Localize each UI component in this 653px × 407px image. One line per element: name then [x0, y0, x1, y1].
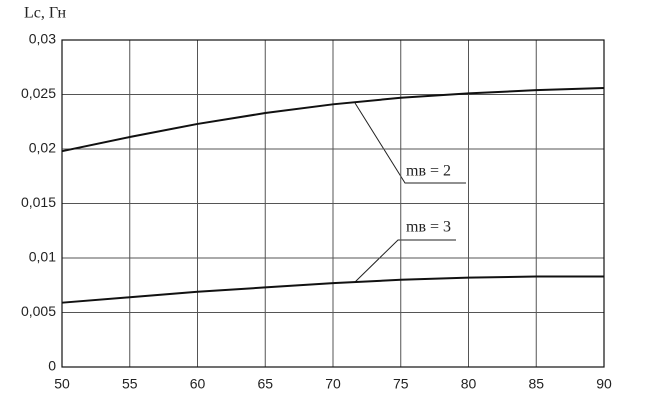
- x-tick-label: 70: [325, 376, 341, 392]
- leader-line: [354, 102, 466, 184]
- y-tick-label: 0,025: [21, 85, 56, 101]
- y-tick-label: 0,01: [29, 249, 56, 265]
- series-line: [61, 86, 605, 153]
- series-line: [61, 275, 604, 304]
- x-tick-label: 90: [596, 376, 612, 392]
- x-tick-label: 75: [393, 376, 409, 392]
- y-tick-label: 0,03: [29, 31, 56, 47]
- y-tick-label: 0: [48, 358, 56, 374]
- series-label: mв = 3: [406, 219, 451, 236]
- x-tick-label: 55: [122, 376, 138, 392]
- annotation-leaders: [354, 102, 466, 283]
- x-tick-label: 60: [190, 376, 206, 392]
- x-tick-label: 50: [54, 376, 70, 392]
- x-tick-label: 65: [257, 376, 273, 392]
- series-label: mв = 2: [406, 163, 451, 180]
- plot-border: [61, 39, 605, 368]
- x-tick-label: 85: [528, 376, 544, 392]
- leader-line: [354, 239, 456, 283]
- y-tick-label: 0,005: [21, 303, 56, 319]
- y-tick-label: 0,015: [21, 194, 56, 210]
- y-tick-label: 0,02: [29, 140, 56, 156]
- x-tick-label: 80: [461, 376, 477, 392]
- y-axis-label: Lc, Гн: [24, 5, 67, 22]
